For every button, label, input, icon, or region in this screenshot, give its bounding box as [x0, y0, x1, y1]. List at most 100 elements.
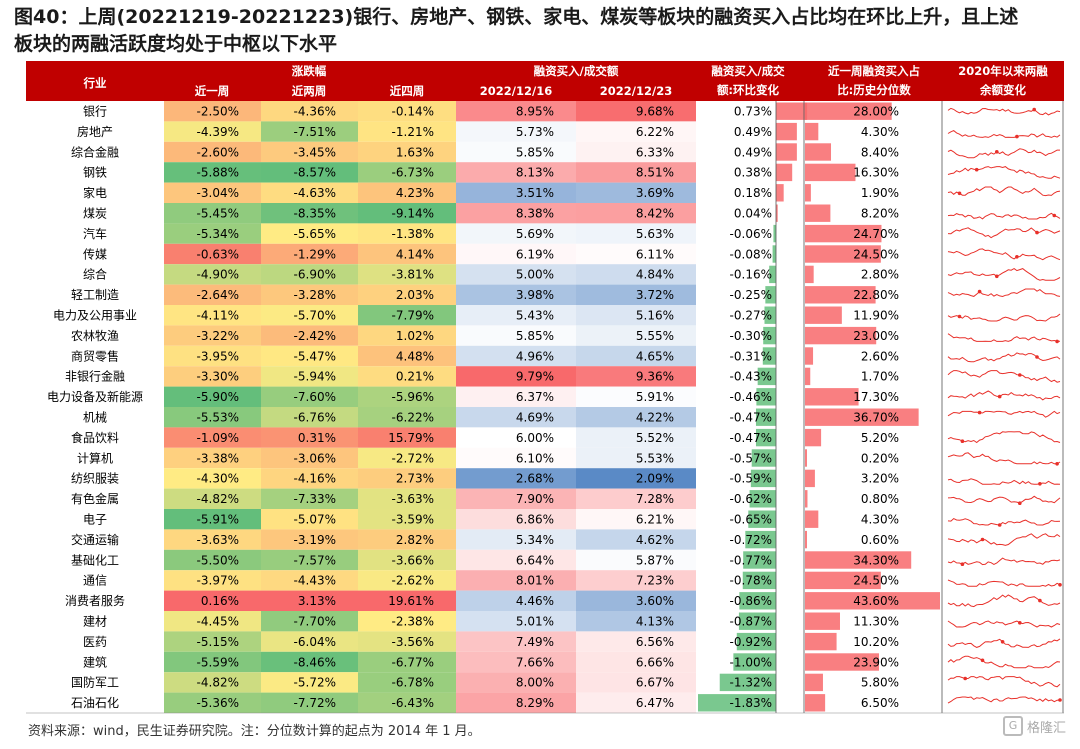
- cell-r2: 5.55%: [636, 329, 674, 343]
- cell-bg-r1: [456, 549, 576, 571]
- cell-bg-w1: [164, 223, 261, 244]
- cell-wow: -0.25%: [730, 288, 772, 302]
- cell-bg-r2: [576, 162, 696, 183]
- cell-w4: -5.96%: [392, 390, 434, 404]
- percentile-bar: [805, 428, 822, 447]
- watermark-logo: G 格隆汇: [1002, 716, 1066, 736]
- row-industry: 钢铁: [83, 166, 107, 180]
- cell-percentile: 1.70%: [861, 370, 899, 384]
- cell-bg-r1: [456, 284, 576, 305]
- cell-bg-r2: [576, 407, 696, 428]
- cell-bg-w1: [164, 651, 261, 673]
- cell-percentile: 2.80%: [861, 268, 899, 282]
- wow-bar: [743, 551, 776, 569]
- cell-bg-w4: [358, 468, 456, 489]
- cell-bg-r1: [456, 590, 576, 611]
- watermark-text: 格隆汇: [1026, 720, 1066, 736]
- sparkline-marker: [1018, 501, 1022, 506]
- cell-bg-r1: [456, 141, 576, 163]
- cell-w2: -3.28%: [294, 288, 336, 302]
- cell-bg-w4: [358, 488, 456, 509]
- sparkline-marker: [963, 676, 967, 681]
- cell-w4: 4.23%: [396, 186, 434, 200]
- percentile-bar: [805, 490, 808, 508]
- percentile-bar: [805, 306, 842, 324]
- cell-bg-r1: [456, 223, 576, 244]
- cell-bg-w1: [164, 325, 261, 346]
- cell-percentile: 22.80%: [853, 288, 899, 302]
- cell-bg-w2: [261, 182, 358, 203]
- wow-bar: [776, 143, 797, 161]
- cell-bg-r2: [576, 651, 696, 673]
- cell-bg-w1: [164, 631, 261, 652]
- cell-w1: -2.60%: [197, 145, 239, 159]
- cell-bg-w2: [261, 121, 358, 142]
- cell-w2: -8.35%: [294, 207, 336, 221]
- cell-wow: -0.30%: [730, 329, 772, 343]
- cell-percentile: 5.20%: [861, 431, 899, 445]
- cell-w1: -5.91%: [197, 513, 239, 527]
- sparkline-marker: [1055, 462, 1059, 466]
- cell-bg-w1: [164, 345, 261, 367]
- wow-bar: [772, 245, 776, 263]
- sparkline-marker: [997, 523, 1002, 527]
- header-percentile-line2: 比:历史分位数: [837, 83, 911, 97]
- cell-percentile: 0.80%: [861, 492, 899, 506]
- cell-w4: 4.48%: [396, 349, 434, 363]
- cell-r1: 4.96%: [516, 349, 554, 363]
- cell-w4: 2.03%: [396, 288, 434, 302]
- cell-bg-w2: [261, 549, 358, 571]
- percentile-bar: [805, 612, 840, 630]
- header-change-group: 涨跌幅: [292, 64, 327, 78]
- sparkline-marker: [1032, 107, 1036, 112]
- cell-bg-r2: [576, 692, 696, 713]
- sparkline-marker: [1035, 230, 1039, 235]
- cell-w4: -3.66%: [392, 553, 434, 567]
- percentile-bar: [805, 347, 814, 365]
- cell-wow: -0.92%: [730, 635, 772, 649]
- cell-r1: 6.19%: [516, 247, 554, 261]
- cell-w1: -3.63%: [197, 533, 239, 547]
- cell-wow: -0.72%: [730, 533, 772, 547]
- percentile-bar: [805, 204, 831, 222]
- cell-r1: 8.01%: [516, 574, 554, 588]
- table-row: 基础化工 -5.50% -7.57% -3.66% 6.64% 5.87% -0.77% 34…: [71, 549, 1061, 571]
- cell-r1: 9.79%: [516, 370, 554, 384]
- cell-wow: -0.62%: [730, 492, 772, 506]
- percentile-bar: [805, 388, 859, 406]
- cell-r1: 6.00%: [516, 431, 554, 445]
- cell-wow: 0.38%: [734, 166, 772, 180]
- cell-bg-w2: [261, 162, 358, 183]
- cell-w4: 4.14%: [396, 247, 434, 261]
- cell-r1: 5.85%: [516, 329, 554, 343]
- row-industry: 基础化工: [71, 553, 119, 567]
- balance-sparkline: [947, 148, 1060, 159]
- cell-w2: -7.72%: [294, 696, 336, 710]
- cell-bg-r2: [576, 182, 696, 203]
- cell-percentile: 3.20%: [861, 472, 899, 486]
- cell-bg-w1: [164, 570, 261, 591]
- source-note: 资料来源：wind，民生证券研究院。注：分位数计算的起点为 2014 年 1 月…: [28, 724, 481, 739]
- cell-wow: -0.59%: [730, 472, 772, 486]
- cell-percentile: 0.60%: [861, 533, 899, 547]
- wow-bar: [755, 408, 776, 426]
- cell-bg-r1: [456, 611, 576, 632]
- cell-bg-r1: [456, 468, 576, 489]
- cell-percentile: 24.70%: [853, 227, 899, 241]
- cell-r2: 4.22%: [636, 411, 674, 425]
- cell-bg-w2: [261, 264, 358, 285]
- cell-bg-w2: [261, 427, 358, 448]
- cell-bg-w1: [164, 243, 261, 265]
- table-row: 非银行金融 -3.30% -5.94% 0.21% 9.79% 9.36% -0.43% 1.…: [65, 366, 1061, 387]
- cell-wow: -0.46%: [730, 390, 772, 404]
- cell-w1: -4.82%: [197, 676, 239, 690]
- cell-bg-w4: [358, 631, 456, 652]
- cell-w1: -5.15%: [197, 635, 239, 649]
- cell-r1: 2.68%: [516, 472, 554, 486]
- cell-bg-r1: [456, 631, 576, 652]
- sparkline-marker: [1058, 698, 1062, 702]
- cell-w4: -6.22%: [392, 411, 434, 425]
- cell-bg-w2: [261, 101, 358, 122]
- cell-bg-r2: [576, 141, 696, 163]
